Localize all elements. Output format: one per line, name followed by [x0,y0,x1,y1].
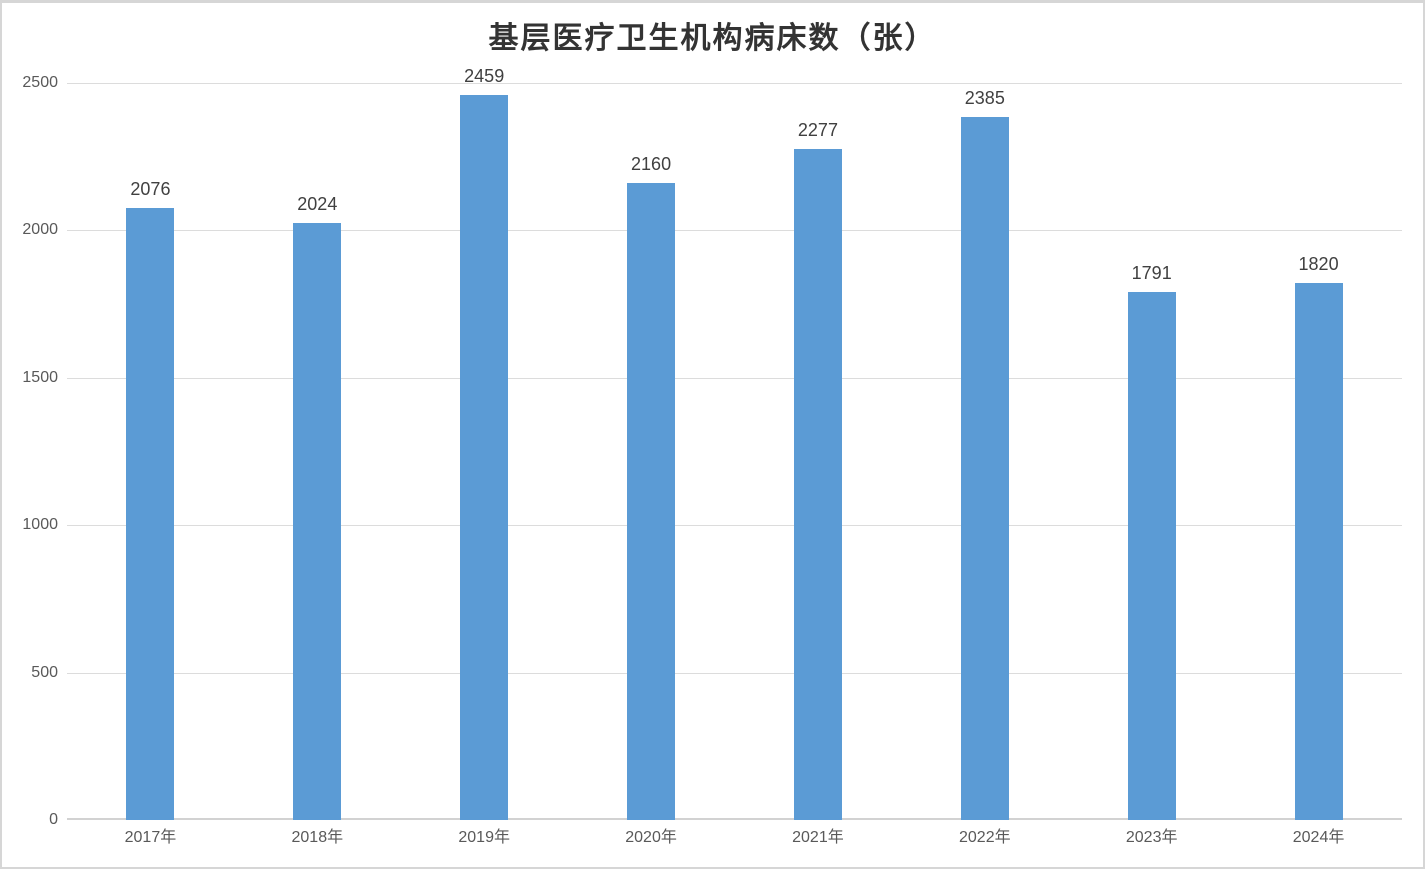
y-axis-tick-label: 0 [49,811,58,828]
gridline [67,230,1402,232]
x-axis-tick-label: 2023年 [1125,829,1178,846]
data-label-2024年: 1820 [1298,254,1339,275]
data-label-2022年: 2385 [964,87,1005,108]
gridline [67,672,1402,674]
y-axis-tick-label: 500 [31,663,58,681]
x-axis-tick-label: 2022年 [959,829,1011,846]
plot-area: 2076 2024 2459 2160 2277 2385 1791 1820 [67,66,1402,820]
x-axis-tick-label: 2019年 [458,829,510,846]
bar-2023年 [1127,292,1176,820]
gridline [67,83,1402,84]
data-label-2020年: 2160 [631,154,672,175]
y-axis-tick-label: 1000 [22,516,58,534]
data-label-2019年: 2459 [464,66,505,87]
bar-2024年 [1294,283,1343,820]
x-axis-tick-label: 2020年 [625,829,677,846]
x-axis-tick-label: 2024年 [1292,829,1345,846]
data-label-2021年: 2277 [797,119,838,140]
chart-title: 基层医疗卫生机构病床数（张） [488,21,937,56]
data-label-2017年: 2076 [130,179,171,199]
gridline [67,525,1402,527]
data-label-2023年: 1791 [1131,263,1172,284]
y-axis-tick-label: 2000 [22,221,58,239]
bar-2020年 [627,183,676,820]
x-axis-tick-label: 2017年 [124,829,177,846]
x-axis-tick-label: 2018年 [291,829,344,846]
gridline [67,377,1402,379]
y-axis-tick-label: 2500 [22,74,58,91]
bar-2022年 [960,116,1009,820]
bar-2018年 [293,223,342,820]
x-axis-tick-label: 2021年 [792,829,844,846]
data-label-2018年: 2024 [297,194,338,215]
y-axis-tick-label: 1500 [22,368,58,386]
bar-2021年 [793,148,842,820]
x-axis-line [67,818,1402,820]
bar-2017年 [126,208,175,820]
bar-2019年 [460,95,509,820]
